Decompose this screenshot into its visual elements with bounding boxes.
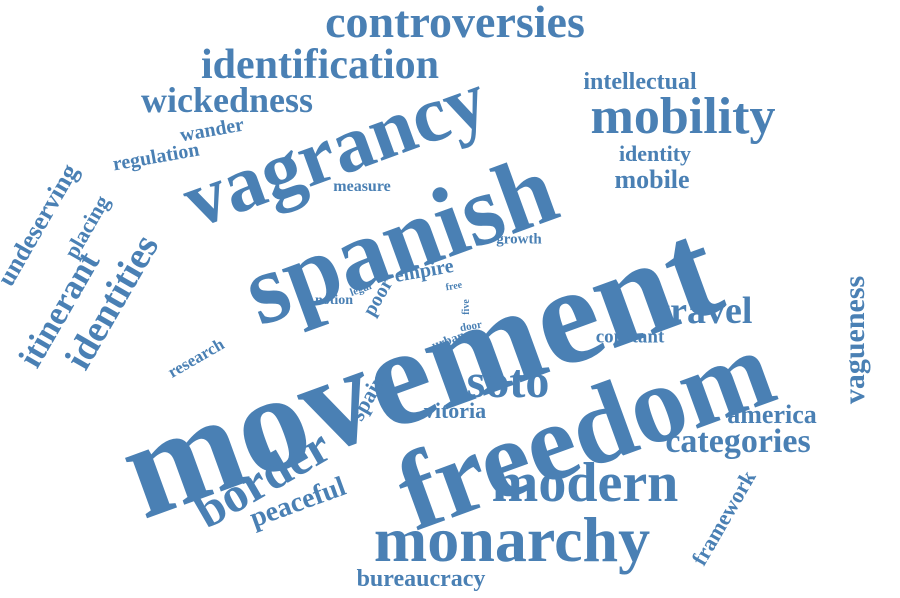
word-identification: identification: [201, 42, 439, 88]
word-five: five: [461, 299, 472, 315]
word-soto: soto: [466, 355, 550, 408]
word-monarchy: monarchy: [373, 504, 651, 575]
word-framework: framework: [686, 465, 761, 570]
word-intellectual: intellectual: [583, 69, 697, 95]
word-mobile: mobile: [614, 165, 690, 194]
word-wickedness: wickedness: [140, 80, 314, 120]
word-notion: notion: [314, 293, 354, 308]
word-modern: modern: [491, 452, 679, 514]
word-categories: categories: [665, 423, 811, 460]
word-travel: travel: [657, 290, 753, 332]
word-identity: identity: [618, 141, 692, 166]
word-constant: constant: [595, 326, 665, 348]
word-america: america: [727, 400, 817, 429]
word-bureaucracy: bureaucracy: [356, 566, 486, 592]
word-vagueness: vagueness: [838, 275, 871, 405]
word-measure: measure: [333, 178, 391, 195]
word-controversies: controversies: [325, 0, 585, 47]
word-vitoria: vitoria: [423, 398, 487, 423]
word-growth: growth: [496, 231, 542, 248]
word-mobility: mobility: [590, 88, 776, 145]
